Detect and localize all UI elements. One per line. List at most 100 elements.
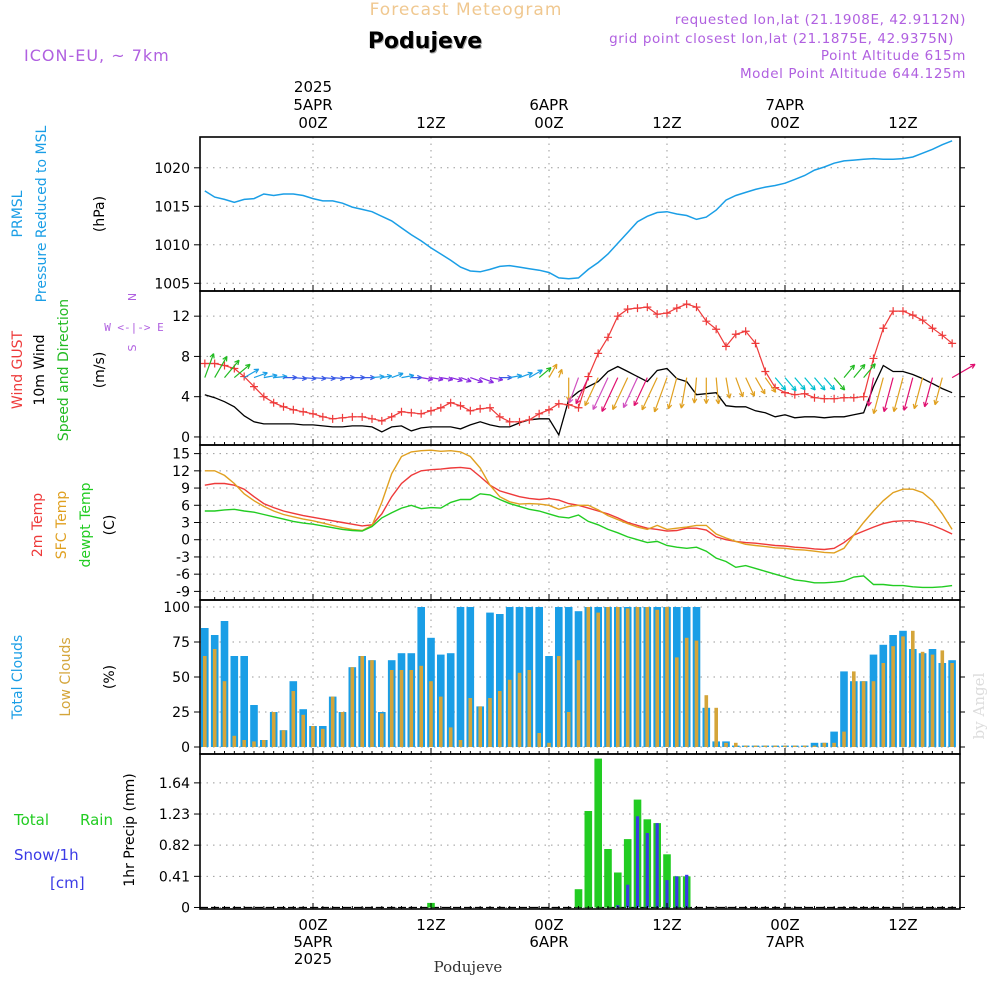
low-cloud-bar <box>675 657 679 747</box>
gust-marker <box>535 409 544 418</box>
panel-ylabel: (%) <box>102 665 118 689</box>
top-time-label: 6APR <box>529 96 568 114</box>
low-cloud-bar <box>635 607 640 747</box>
low-cloud-bar <box>694 640 699 747</box>
bottom-time-label: 00Z <box>770 916 799 934</box>
wind-direction-arrow <box>233 363 251 379</box>
rain-bar <box>623 839 632 908</box>
panel-ylabel: 1hr Precip (mm) <box>122 773 138 886</box>
wind-direction-arrow <box>882 377 894 413</box>
low-cloud-bar <box>321 728 325 747</box>
low-cloud-bar <box>901 636 905 747</box>
bottom-time-label: 12Z <box>416 916 445 934</box>
low-cloud-bar <box>360 656 364 747</box>
low-cloud-bar <box>222 681 227 747</box>
low-cloud-bar <box>576 660 581 747</box>
gust-marker <box>761 367 770 376</box>
low-cloud-bar <box>891 646 895 747</box>
gust-marker <box>574 403 583 412</box>
wind-direction-arrow <box>853 363 866 378</box>
series-10m-wind <box>204 364 953 437</box>
low-cloud-bar <box>596 612 600 747</box>
total-cloud-bar <box>496 614 504 747</box>
low-cloud-bar <box>625 608 630 747</box>
top-time-label: 00Z <box>298 114 327 132</box>
low-cloud-bar <box>812 745 817 747</box>
gust-marker <box>633 304 642 313</box>
gust-marker <box>544 405 553 414</box>
rain-bar <box>614 872 622 908</box>
total-cloud-bar <box>230 656 239 747</box>
wind-direction-arrow <box>332 375 346 381</box>
gust-marker <box>289 405 298 414</box>
wind-direction-arrow <box>679 377 688 409</box>
bottom-time-label: 7APR <box>765 933 804 951</box>
gust-marker <box>594 349 603 358</box>
low-cloud-bar <box>429 681 433 747</box>
gust-marker <box>751 339 760 348</box>
top-time-label: 5APR <box>293 96 332 114</box>
low-cloud-bar <box>802 745 807 747</box>
wind-direction-arrow <box>794 377 806 391</box>
low-cloud-bar <box>262 740 266 747</box>
wind-direction-arrow <box>479 377 495 384</box>
low-cloud-bar <box>389 670 394 747</box>
wind-direction-arrow <box>557 368 563 378</box>
gust-marker <box>446 398 455 407</box>
snow-bar <box>665 880 669 908</box>
point-altitude: Point Altitude 615m <box>821 48 966 64</box>
bottom-time-label: 12Z <box>888 916 917 934</box>
wind-direction-arrow <box>538 367 552 379</box>
low-cloud-bar <box>930 654 935 747</box>
low-cloud-bar <box>252 741 256 747</box>
bottom-time-label: 6APR <box>529 933 568 951</box>
bottom-time-label: 5APR <box>293 933 332 951</box>
wind-direction-arrow <box>892 377 904 413</box>
low-cloud-bar <box>547 742 551 747</box>
low-cloud-bar <box>380 713 384 747</box>
wind-direction-arrow <box>489 376 504 382</box>
low-cloud-bar <box>950 663 954 747</box>
panel-ylabel: 10m Wind <box>32 334 48 405</box>
ytick-label: 9 <box>181 481 190 497</box>
compass-south: S <box>126 344 139 351</box>
low-cloud-bar <box>203 656 207 747</box>
low-cloud-bar <box>557 656 561 747</box>
wind-direction-arrow <box>612 377 629 411</box>
low-cloud-bar <box>281 730 286 747</box>
gust-marker <box>859 392 868 401</box>
gust-marker <box>623 305 632 314</box>
low-cloud-bar <box>409 670 414 747</box>
gust-marker <box>712 325 721 334</box>
wind-direction-arrow <box>784 377 797 392</box>
gust-marker <box>436 403 445 412</box>
low-cloud-bar <box>822 742 827 747</box>
wind-direction-arrow <box>592 377 609 411</box>
wind-direction-arrow <box>666 377 678 410</box>
wind-direction-arrow <box>823 377 836 391</box>
ytick-label: 50 <box>172 670 190 686</box>
gust-marker <box>898 307 907 316</box>
gust-marker <box>938 331 947 340</box>
ytick-label: 1.64 <box>159 776 190 792</box>
total-cloud-bar <box>240 656 248 747</box>
top-time-label: 12Z <box>652 114 681 132</box>
gust-marker <box>721 342 730 351</box>
ytick-label: 1015 <box>154 199 190 215</box>
low-cloud-bar <box>920 651 925 747</box>
panel-ylabel: (C) <box>102 515 118 536</box>
snow-bar <box>675 876 679 908</box>
bottom-time-label: 12Z <box>652 916 681 934</box>
ytick-label: 4 <box>181 390 190 406</box>
wind-direction-arrow <box>509 373 523 379</box>
wind-direction-arrow <box>528 369 543 379</box>
wind-direction-arrow <box>460 377 472 383</box>
ytick-label: 12 <box>172 464 190 480</box>
gust-marker <box>456 401 465 410</box>
low-cloud-bar <box>488 698 492 747</box>
low-cloud-bar <box>724 742 728 747</box>
wind-direction-arrow <box>912 377 924 410</box>
location-title: Podujeve <box>368 29 482 54</box>
gust-marker <box>603 333 612 342</box>
snow-bar <box>685 874 689 908</box>
